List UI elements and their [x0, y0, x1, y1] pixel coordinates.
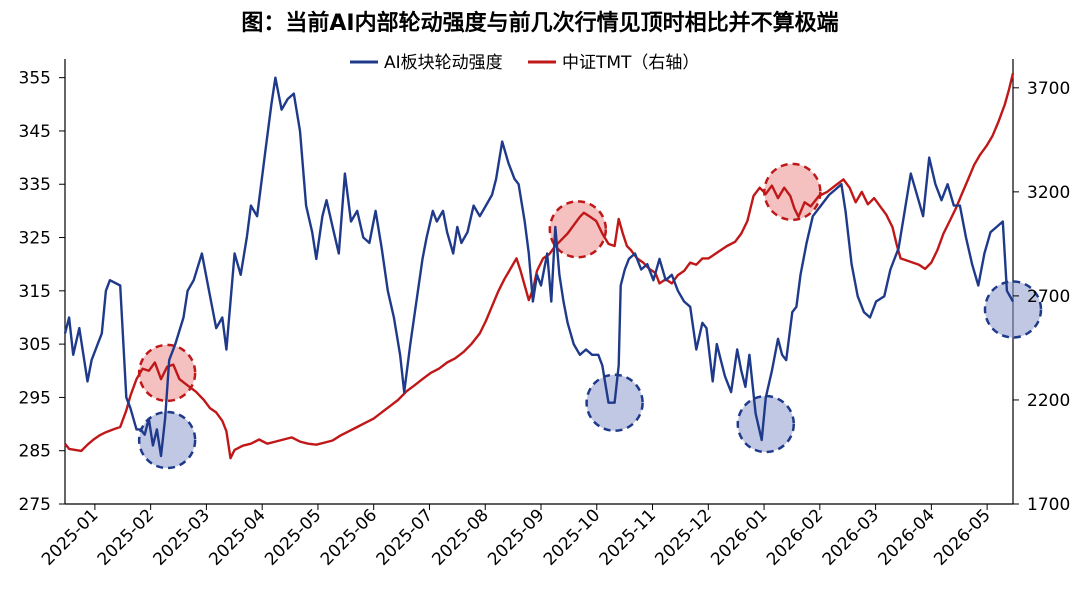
right-tick-label: 2200 [1027, 391, 1070, 411]
x-tick-label: 2025-11 [596, 505, 660, 569]
left-tick-label: 325 [19, 229, 51, 249]
series-line-tmt [64, 72, 1015, 460]
left-tick-label: 305 [19, 335, 51, 355]
x-tick-label: 2026-01 [707, 505, 771, 569]
x-tick-label: 2025-09 [484, 505, 548, 569]
legend-label-tmt: 中证TMT（右轴） [562, 53, 699, 73]
x-tick-label: 2025-01 [38, 505, 102, 569]
x-tick-label: 2025-10 [540, 505, 604, 569]
ticks: 355 345 335 325 315 305 295 285 275 3700 3200 2700 2… [19, 69, 1071, 570]
right-tick-label: 2700 [1027, 287, 1070, 307]
blue-highlight-circle [983, 280, 1043, 339]
red-highlight-circle [548, 200, 608, 259]
x-tick-label: 2026-04 [875, 505, 939, 569]
left-tick-label: 355 [19, 69, 51, 89]
x-tick-label: 2025-12 [651, 505, 715, 569]
right-tick-label: 3200 [1027, 183, 1070, 203]
left-tick-label: 335 [19, 175, 51, 195]
left-tick-label: 285 [19, 442, 51, 462]
legend: AI板块轮动强度 中证TMT（右轴） [350, 53, 699, 73]
chart-title: 图：当前AI内部轮动强度与前几次行情见顶时相比并不算极端 [241, 10, 838, 36]
left-tick-label: 295 [19, 388, 51, 408]
left-tick-label: 315 [19, 282, 51, 302]
x-tick-label: 2025-06 [317, 505, 381, 569]
x-tick-label: 2026-05 [930, 505, 994, 569]
right-tick-label: 3700 [1027, 79, 1070, 99]
left-tick-label: 345 [19, 122, 51, 142]
legend-label-ai: AI板块轮动强度 [384, 53, 503, 73]
blue-highlight-circle [736, 394, 796, 454]
blue-highlight-circle [137, 410, 197, 470]
x-tick-label: 2025-07 [373, 505, 437, 569]
x-tick-label: 2025-08 [428, 505, 492, 569]
x-tick-label: 2025-03 [150, 505, 214, 569]
red-highlight-circle [763, 162, 822, 222]
x-tick-label: 2025-05 [261, 505, 325, 569]
x-tick-label: 2026-03 [819, 505, 883, 569]
series [63, 72, 1015, 460]
left-tick-label: 275 [19, 495, 51, 515]
x-tick-label: 2025-02 [94, 505, 158, 569]
x-tick-label: 2026-02 [763, 505, 827, 569]
series-line-ai-rotation [63, 76, 1015, 458]
x-tick-label: 2025-04 [205, 505, 269, 569]
right-tick-label: 1700 [1027, 495, 1070, 515]
